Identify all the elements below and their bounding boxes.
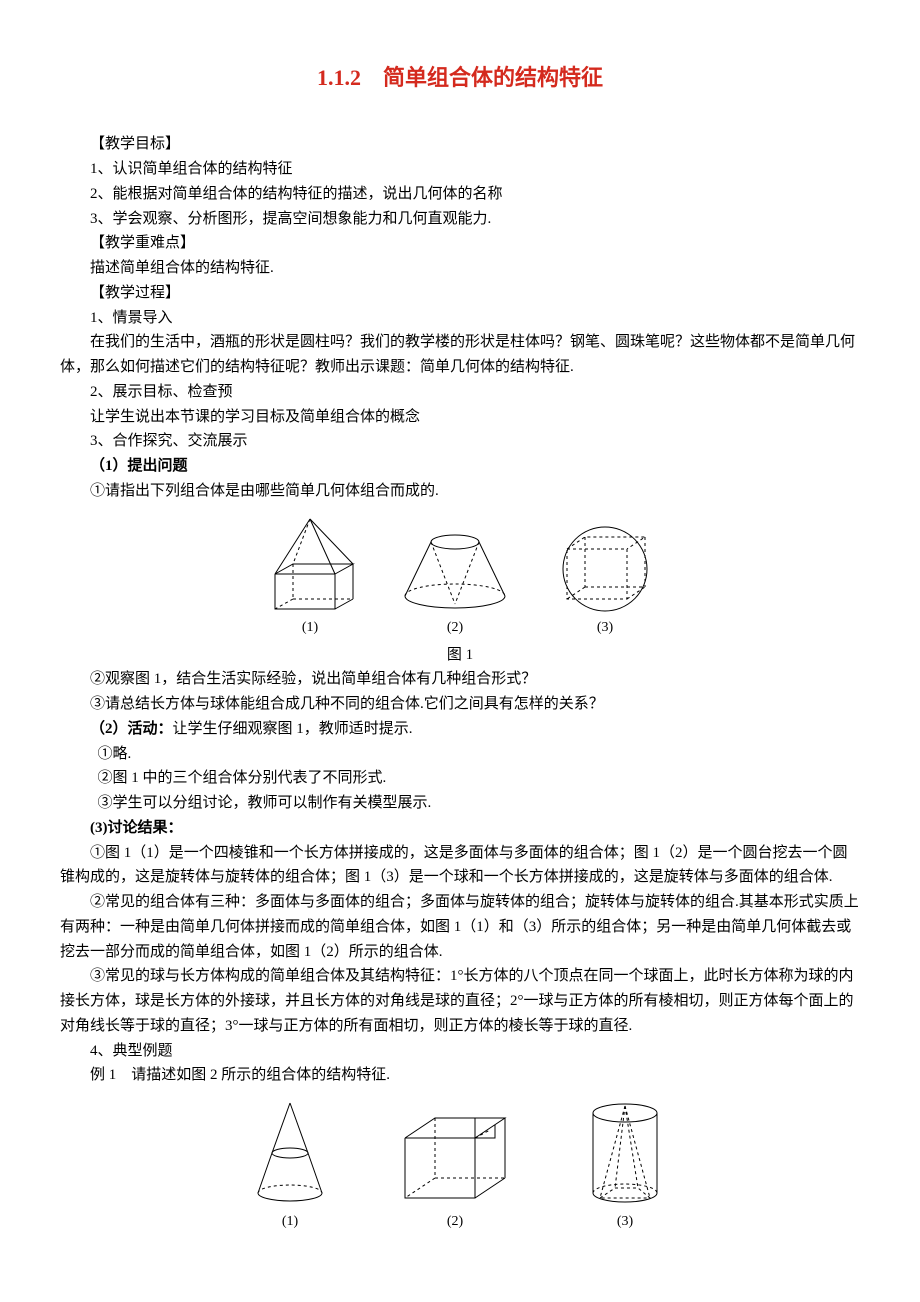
- step-2-body: 让学生说出本节课的学习目标及简单组合体的概念: [60, 405, 860, 430]
- step-3-act2: ②图 1 中的三个组合体分别代表了不同形式.: [60, 766, 860, 791]
- step-3-act-body: 让学生仔细观察图 1，教师适时提示.: [173, 721, 413, 737]
- fig1-3-label: (3): [545, 616, 665, 639]
- step-3-res1: ①图 1（1）是一个四棱锥和一个长方体拼接成的，这是多面体与多面体的组合体；图 …: [60, 841, 860, 891]
- process-header: 【教学过程】: [60, 281, 860, 306]
- goal-1: 1、认识简单组合体的结构特征: [60, 157, 860, 182]
- example-1: 例 1 请描述如图 2 所示的组合体的结构特征.: [60, 1063, 860, 1088]
- goal-2: 2、能根据对简单组合体的结构特征的描述，说出几何体的名称: [60, 182, 860, 207]
- figure-1-1: (1): [255, 514, 365, 639]
- figure-2-3: (3): [580, 1098, 670, 1233]
- step-4-header: 4、典型例题: [60, 1039, 860, 1064]
- step-3-res2: ②常见的组合体有三种：多面体与多面体的组合；多面体与旋转体的组合；旋转体与旋转体…: [60, 890, 860, 964]
- keypoints-body: 描述简单组合体的结构特征.: [60, 256, 860, 281]
- fig2-3-svg: [580, 1098, 670, 1208]
- fig2-1-svg: [250, 1098, 330, 1208]
- figure-2-1: (1): [250, 1098, 330, 1233]
- step-3-act3: ③学生可以分组讨论，教师可以制作有关模型展示.: [60, 791, 860, 816]
- fig1-3-svg: [545, 519, 665, 614]
- figure-2-2: (2): [390, 1108, 520, 1233]
- fig2-3-label: (3): [580, 1210, 670, 1233]
- step-3-act-header: （2）活动：: [90, 721, 173, 737]
- figure-1-caption: 图 1: [60, 643, 860, 668]
- fig1-1-label: (1): [255, 616, 365, 639]
- step-3-q-header: （1）提出问题: [60, 454, 860, 479]
- fig2-2-label: (2): [390, 1210, 520, 1233]
- figure-1-3: (3): [545, 519, 665, 639]
- step-3-header: 3、合作探究、交流展示: [60, 429, 860, 454]
- step-2-header: 2、展示目标、检查预: [60, 380, 860, 405]
- step-3-q3: ③请总结长方体与球体能组合成几种不同的组合体.它们之间具有怎样的关系？: [60, 692, 860, 717]
- goal-3: 3、学会观察、分析图形，提高空间想象能力和几何直观能力.: [60, 207, 860, 232]
- goals-header: 【教学目标】: [60, 132, 860, 157]
- fig2-2-svg: [390, 1108, 520, 1208]
- step-3-res-header: (3)讨论结果：: [60, 816, 860, 841]
- step-3-q1: ①请指出下列组合体是由哪些简单几何体组合而成的.: [60, 479, 860, 504]
- step-1-body: 在我们的生活中，酒瓶的形状是圆柱吗？我们的教学楼的形状是柱体吗？钢笔、圆珠笔呢？…: [60, 330, 860, 380]
- step-3-res3: ③常见的球与长方体构成的简单组合体及其结构特征：1°长方体的八个顶点在同一个球面…: [60, 964, 860, 1038]
- fig2-1-label: (1): [250, 1210, 330, 1233]
- step-3-act1: ①略.: [60, 742, 860, 767]
- step-3-act: （2）活动：让学生仔细观察图 1，教师适时提示.: [60, 717, 860, 742]
- fig1-2-svg: [395, 524, 515, 614]
- figure-2-row: (1) (2): [60, 1098, 860, 1233]
- page-title: 1.1.2 简单组合体的结构特征: [60, 60, 860, 96]
- fig1-2-label: (2): [395, 616, 515, 639]
- step-1-header: 1、情景导入: [60, 306, 860, 331]
- keypoints-header: 【教学重难点】: [60, 231, 860, 256]
- step-3-q2: ②观察图 1，结合生活实际经验，说出简单组合体有几种组合形式？: [60, 667, 860, 692]
- step-3-q-header-text: （1）提出问题: [90, 458, 188, 474]
- figure-1-2: (2): [395, 524, 515, 639]
- fig1-1-svg: [255, 514, 365, 614]
- figure-1-row: (1) (2) (3): [60, 514, 860, 639]
